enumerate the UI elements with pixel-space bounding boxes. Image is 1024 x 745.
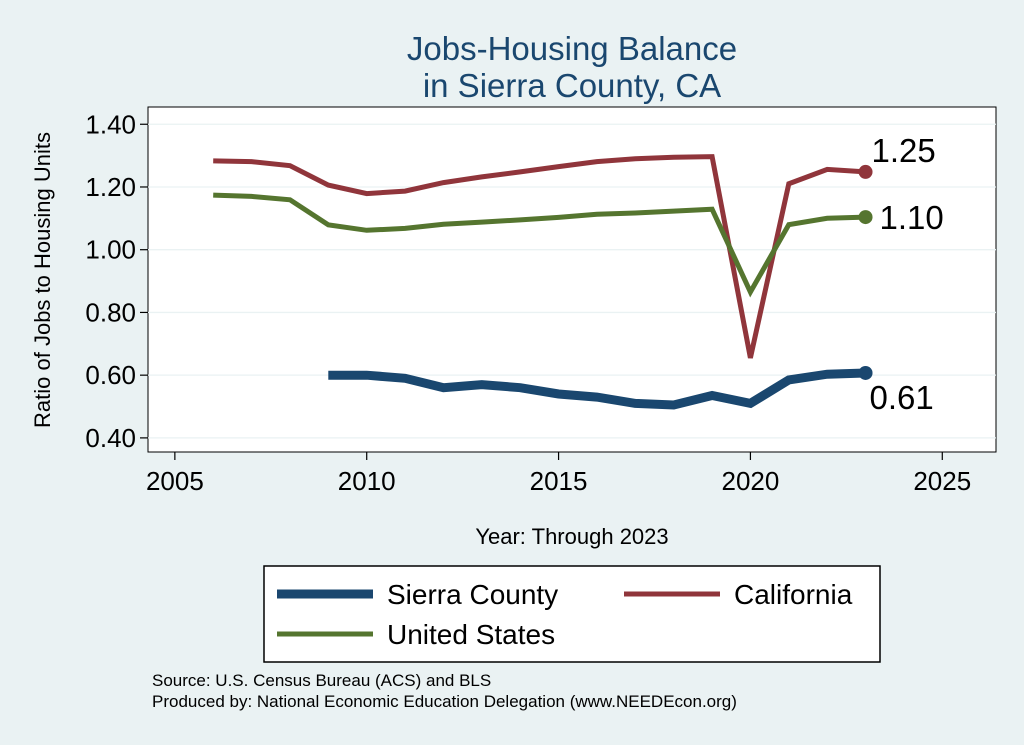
y-tick-label: 1.00: [85, 235, 136, 265]
end-label-california: 1.25: [872, 132, 936, 169]
x-tick-label: 2025: [913, 466, 971, 496]
source-note: Source: U.S. Census Bureau (ACS) and BLS: [152, 671, 491, 690]
x-tick-label: 2020: [722, 466, 780, 496]
legend-label-california: California: [734, 579, 853, 610]
end-markers: 0.61 1.25 1.10: [858, 132, 944, 416]
series-lines: [213, 154, 866, 410]
x-axis-label: Year: Through 2023: [475, 524, 668, 549]
end-marker-united-states: [858, 210, 873, 225]
x-tick-label: 2010: [338, 466, 396, 496]
series-line-united-states: [213, 192, 866, 298]
chart-title-line-1: Jobs-Housing Balance: [407, 30, 737, 67]
legend-box: [263, 565, 881, 663]
y-axis-ticks: 0.40 0.60 0.80 1.00 1.20 1.40: [85, 109, 148, 453]
series-line-california: [213, 154, 866, 359]
y-tick-label: 0.40: [85, 423, 136, 453]
end-label-united-states: 1.10: [880, 199, 944, 236]
y-tick-label: 1.40: [85, 109, 136, 139]
producer-note: Produced by: National Economic Education…: [152, 692, 737, 711]
series-line-sierra-county: [328, 368, 866, 410]
gridlines: [148, 123, 996, 439]
chart-title-line-2: in Sierra County, CA: [423, 67, 721, 104]
legend: Sierra County California United States: [263, 565, 881, 663]
y-tick-label: 1.20: [85, 172, 136, 202]
end-marker-sierra-county: [858, 365, 873, 380]
legend-label-united-states: United States: [387, 619, 555, 650]
end-label-sierra-county: 0.61: [870, 379, 934, 416]
end-marker-california: [858, 164, 873, 179]
x-tick-label: 2005: [146, 466, 204, 496]
y-tick-label: 0.60: [85, 360, 136, 390]
x-axis-ticks: 2005 2010 2015 2020 2025: [146, 452, 971, 496]
y-axis-label: Ratio of Jobs to Housing Units: [30, 132, 55, 428]
legend-label-sierra-county: Sierra County: [387, 579, 558, 610]
x-tick-label: 2015: [530, 466, 588, 496]
y-tick-label: 0.80: [85, 297, 136, 327]
